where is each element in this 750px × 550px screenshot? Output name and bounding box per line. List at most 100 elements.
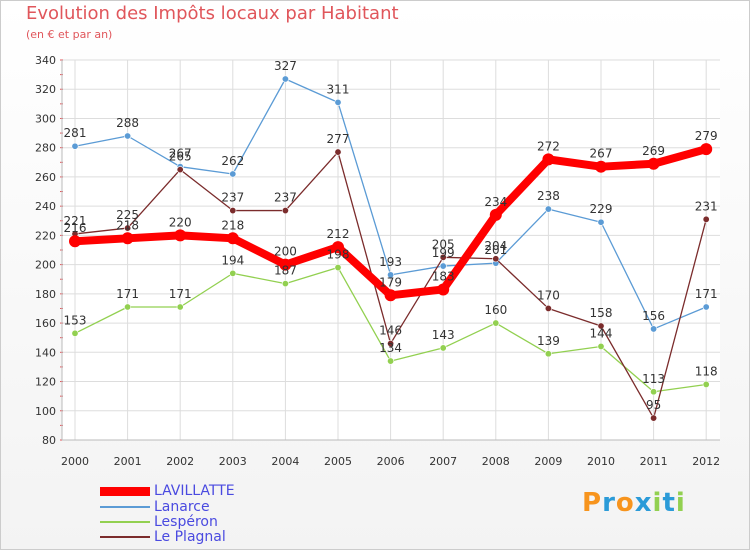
point-le-plagnal-2012 [702,215,710,223]
legend-swatch-le-plagnal [100,536,150,538]
data-label-lanarce-2012: 171 [695,287,718,301]
point-lesp-ron-2010 [597,342,605,350]
data-label-lavillatte-2004: 200 [274,245,297,259]
data-label-lavillatte-2005: 212 [327,227,350,241]
data-label-le-plagnal-2001: 225 [116,208,139,222]
point-le-plagnal-2003 [229,207,237,215]
data-label-lanarce-2008: 201 [484,243,507,257]
data-label-le-plagnal-2000: 221 [64,214,87,228]
point-le-plagnal-2008 [492,255,500,263]
y-tick-label-140: 140 [35,346,56,359]
legend-label-lavillatte: LAVILLATTE [154,483,235,499]
point-lanarce-2009 [544,205,552,213]
x-tick-label-2009: 2009 [534,455,562,468]
y-tick-label-200: 200 [35,259,56,272]
data-label-lanarce-2003: 262 [221,154,244,168]
data-label-lavillatte-2008: 234 [484,195,507,209]
y-tick-label-220: 220 [35,229,56,242]
point-lesp-ron-2003 [229,269,237,277]
data-label-lesp-ron-2004: 187 [274,264,297,278]
chart-title: Evolution des Impôts locaux par Habitant [26,3,399,24]
data-label-le-plagnal-2002: 265 [169,150,192,164]
point-lavillatte-2000 [69,235,81,248]
point-lesp-ron-2011 [650,388,658,396]
y-tick-label-300: 300 [35,112,56,125]
point-lanarce-2006 [387,271,395,279]
point-le-plagnal-2011 [650,414,658,422]
data-label-le-plagnal-2006: 146 [379,324,402,338]
point-lavillatte-2003 [226,232,239,245]
point-le-plagnal-2010 [597,322,605,330]
logo-letter: r [602,488,616,518]
point-lanarce-2005 [334,98,342,106]
legend-swatch-lanarce [100,506,150,508]
legend-label-lanarce: Lanarce [154,499,210,515]
logo-letter: i [675,488,686,518]
point-lavillatte-2005 [332,241,344,254]
legend-label-lesperon: Lespéron [154,514,218,530]
point-lavillatte-2012 [700,143,713,156]
data-label-lesp-ron-2003: 194 [221,253,244,267]
y-tick-label-240: 240 [35,200,56,213]
point-lanarce-2010 [597,218,605,226]
data-label-lesp-ron-2000: 153 [64,313,87,327]
x-tick-label-2000: 2000 [61,455,89,468]
point-lesp-ron-2002 [176,303,184,311]
data-label-lesp-ron-2006: 134 [379,341,402,355]
point-lavillatte-2001 [121,232,134,245]
x-tick-label-2007: 2007 [429,455,457,468]
y-tick-label-180: 180 [35,288,56,301]
data-label-le-plagnal-2005: 277 [327,132,350,146]
x-tick-label-2002: 2002 [166,455,194,468]
legend-swatch-lesperon [100,521,150,523]
proxiti-logo: Proxiti [582,488,686,518]
point-lavillatte-2009 [542,153,555,166]
point-lesp-ron-2000 [71,329,79,337]
data-label-lanarce-2011: 156 [642,309,665,323]
y-tick-label-260: 260 [35,171,56,184]
y-tick-label-120: 120 [35,376,56,389]
point-lavillatte-2004 [279,258,292,271]
y-tick-label-80: 80 [42,434,56,447]
data-label-lanarce-2005: 311 [327,82,350,96]
point-lanarce-2007 [439,262,447,270]
data-label-lavillatte-2006: 179 [379,275,402,289]
legend-swatch-lavillatte [100,487,150,496]
x-tick-label-2004: 2004 [271,455,299,468]
point-le-plagnal-2007 [439,253,447,261]
point-lanarce-2000 [71,142,79,150]
data-label-lanarce-2001: 288 [116,116,139,130]
data-label-lavillatte-2001: 218 [116,218,139,232]
logo-letter: o [615,488,635,518]
point-lesp-ron-2006 [387,357,395,365]
data-label-le-plagnal-2011: 95 [646,398,661,412]
point-lesp-ron-2001 [124,303,132,311]
data-label-le-plagnal-2007: 205 [432,237,455,251]
chart-subtitle: (en € et par an) [26,28,113,41]
data-label-lanarce-2007: 199 [432,246,455,260]
x-tick-label-2006: 2006 [377,455,405,468]
data-label-lesp-ron-2009: 139 [537,334,560,348]
data-label-le-plagnal-2010: 158 [590,306,613,320]
point-lavillatte-2007 [437,283,450,296]
data-label-lesp-ron-2008: 160 [484,303,507,317]
point-lavillatte-2008 [489,208,502,221]
logo-letter: P [582,488,603,518]
point-le-plagnal-2002 [176,166,184,174]
point-le-plagnal-2006 [387,340,395,348]
x-tick-label-2001: 2001 [114,455,142,468]
data-label-lavillatte-2007: 183 [432,269,455,283]
data-label-lavillatte-2003: 218 [221,218,244,232]
point-lesp-ron-2012 [702,380,710,388]
data-label-le-plagnal-2012: 231 [695,199,718,213]
data-label-lavillatte-2009: 272 [537,139,560,153]
x-tick-label-2011: 2011 [640,455,668,468]
point-le-plagnal-2004 [281,207,289,215]
x-tick-label-2008: 2008 [482,455,510,468]
y-tick-label-280: 280 [35,142,56,155]
data-label-lavillatte-2011: 269 [642,144,665,158]
data-label-lavillatte-2012: 279 [695,129,718,143]
data-label-le-plagnal-2008: 204 [484,239,507,253]
data-label-le-plagnal-2004: 237 [274,191,297,205]
